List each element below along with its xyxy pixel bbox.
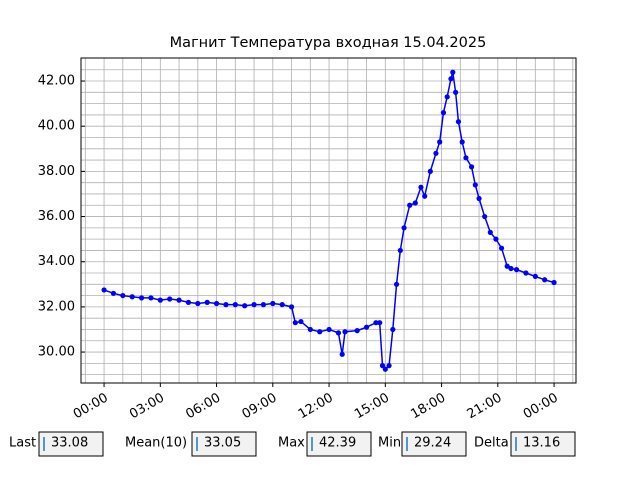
point [379, 363, 386, 369]
point [513, 267, 520, 273]
point [448, 76, 454, 82]
stat-box[interactable] [306, 431, 372, 457]
stat-label: Delta [474, 436, 509, 451]
stat-value: 42.39 [319, 436, 356, 451]
point [363, 324, 370, 330]
point [167, 296, 173, 302]
point [138, 295, 145, 301]
point [468, 164, 475, 170]
y-tick-label: 30.00 [38, 345, 75, 360]
y-tick-label: 38.00 [38, 164, 75, 179]
point [382, 366, 388, 372]
point [342, 329, 348, 335]
y-tick-label: 40.00 [38, 119, 75, 134]
point [472, 182, 478, 188]
y-tick-label: 34.00 [38, 254, 75, 269]
point [542, 277, 548, 283]
point [176, 297, 182, 303]
y-tick-label: 42.00 [38, 74, 75, 89]
point [390, 326, 396, 333]
point [242, 303, 248, 309]
point [335, 330, 342, 336]
point [317, 329, 323, 335]
point [532, 273, 538, 279]
point [307, 326, 313, 333]
point [120, 292, 126, 299]
point [476, 195, 482, 202]
point [260, 302, 267, 308]
stat-label: Mean(10) [125, 436, 187, 451]
point [498, 245, 505, 251]
stat-value: 29.24 [414, 436, 451, 451]
point [298, 318, 304, 325]
point [339, 351, 345, 357]
point [401, 225, 407, 231]
point [185, 299, 192, 305]
point [101, 287, 107, 293]
point [204, 299, 210, 305]
point [373, 320, 379, 326]
point [459, 139, 465, 145]
point [450, 69, 456, 75]
point [504, 263, 510, 269]
point [129, 294, 135, 300]
y-tick-label: 32.00 [38, 299, 75, 314]
point [551, 279, 557, 286]
point [354, 328, 360, 334]
point [148, 295, 154, 301]
point [487, 229, 493, 235]
point [232, 302, 238, 308]
stat-value: 33.08 [51, 436, 88, 451]
stat-label: Last [9, 436, 36, 451]
point [482, 213, 488, 220]
point [433, 150, 439, 156]
point [251, 302, 257, 308]
point [418, 184, 424, 190]
y-tick-label: 36.00 [38, 209, 75, 224]
point [292, 320, 298, 326]
point [110, 290, 117, 296]
point [407, 202, 413, 208]
point [223, 302, 229, 308]
point [463, 155, 469, 161]
point [195, 300, 201, 307]
point [455, 119, 462, 125]
stat-box[interactable] [38, 431, 104, 457]
stat-value: 13.16 [523, 436, 560, 451]
point [444, 94, 450, 100]
point [493, 236, 499, 242]
point [440, 110, 447, 116]
point [523, 270, 529, 276]
axes-frame [80, 57, 577, 384]
point [270, 300, 276, 307]
point [427, 168, 433, 174]
point [393, 281, 400, 287]
stat-value: 33.05 [204, 436, 241, 451]
stat-box[interactable] [191, 431, 257, 457]
point [288, 304, 295, 310]
stat-label: Max [278, 436, 305, 451]
stat-box[interactable] [401, 431, 467, 457]
point [386, 363, 392, 369]
point [422, 193, 428, 199]
point [377, 320, 383, 326]
point [326, 326, 332, 333]
point [397, 247, 403, 254]
point [157, 297, 163, 303]
chart-title: Магнит Температура входная 15.04.2025 [170, 35, 487, 51]
stat-box[interactable] [510, 431, 576, 457]
point [412, 200, 418, 206]
point [453, 89, 459, 95]
stat-label: Min [378, 436, 401, 451]
point [279, 302, 285, 308]
point [437, 139, 443, 145]
point [508, 265, 514, 272]
point [213, 300, 220, 307]
